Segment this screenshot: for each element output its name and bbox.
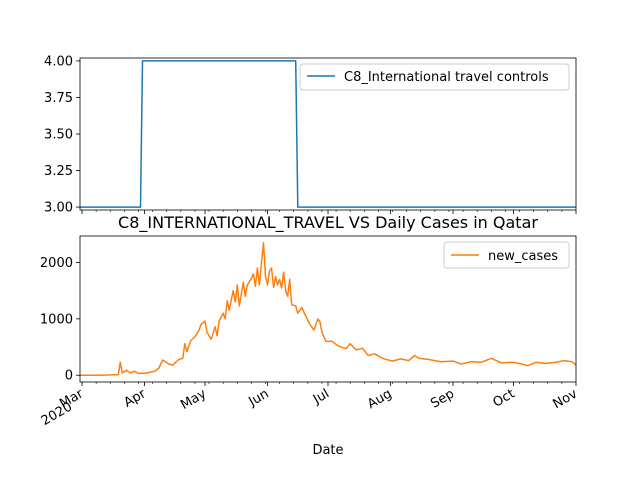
x-axis-label: Date: [312, 443, 343, 458]
x-tick-label: Jul: [310, 386, 332, 407]
top-legend: C8_International travel controls: [299, 63, 570, 91]
top-legend-box: [299, 63, 570, 91]
bottom-y-tick-label: 0: [65, 369, 73, 384]
top-legend-label: C8_International travel controls: [344, 70, 549, 85]
top-y-ticks: 3.00 3.25 3.50 3.75 4.00: [44, 54, 80, 216]
bottom-series-line: [80, 242, 577, 376]
top-subplot: 3.00 3.25 3.50 3.75 4.00 C8_International tr…: [44, 54, 577, 216]
bottom-y-ticks: 0 1000 2000: [40, 256, 80, 384]
top-y-tick-label: 4.00: [44, 54, 73, 69]
top-y-tick-label: 3.50: [44, 128, 73, 143]
bottom-y-tick-label: 1000: [40, 312, 73, 327]
top-y-tick-label: 3.00: [44, 201, 73, 216]
top-axes-frame: [79, 57, 577, 211]
top-series-line: [80, 60, 576, 208]
chart-title: C8_INTERNATIONAL_TRAVEL VS Daily Cases i…: [118, 213, 538, 233]
top-y-tick-label: 3.75: [44, 91, 73, 106]
bottom-axes-frame: [79, 235, 577, 383]
bottom-legend: new_cases: [443, 241, 570, 269]
top-series-0-line: [80, 60, 576, 208]
bottom-series-0-line: [80, 242, 577, 376]
bottom-y-tick-label: 2000: [40, 256, 73, 271]
bottom-legend-label: new_cases: [488, 249, 558, 264]
bottom-legend-box: [443, 241, 570, 269]
top-y-tick-label: 3.25: [44, 164, 73, 179]
